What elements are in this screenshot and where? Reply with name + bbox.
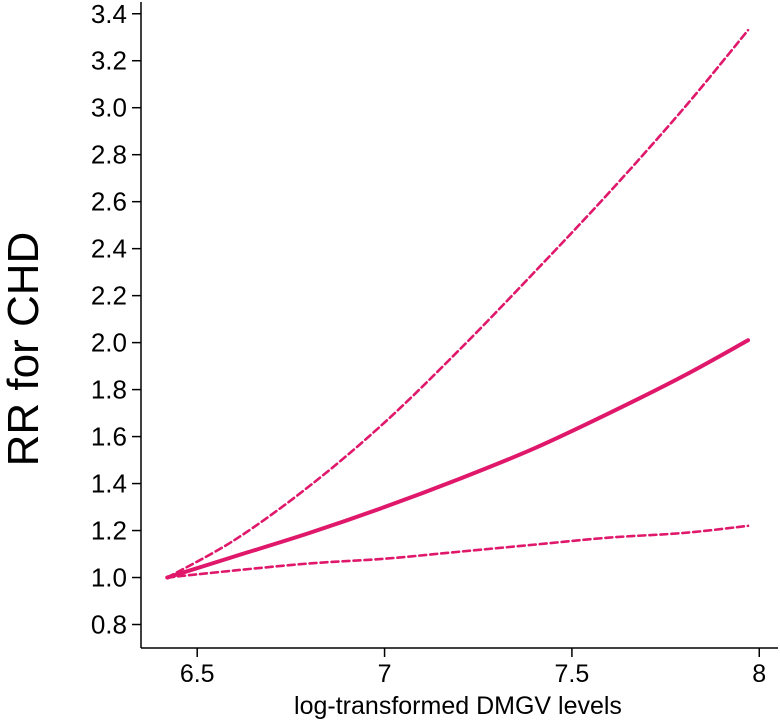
y-tick-label: 2.6 [91, 187, 127, 217]
y-tick-label: 1.8 [91, 375, 127, 405]
x-axis: 6.5 7 7.5 8 [141, 647, 778, 688]
y-tick-label: 3.2 [91, 46, 127, 76]
series-line-lower-95-ci [165, 524, 750, 579]
y-tick-label: 2.8 [91, 140, 127, 170]
y-tick-label: 2.4 [91, 234, 127, 264]
y-tick-label: 2.2 [91, 281, 127, 311]
y-tick-label: 1.2 [91, 516, 127, 546]
y-tick-label: 1.6 [91, 422, 127, 452]
y-tick-label: 1.0 [91, 563, 127, 593]
y-tick-label: 3.0 [91, 93, 127, 123]
y-tick-label: 3.4 [91, 0, 127, 29]
y-axis-title: RR for CHD [0, 232, 48, 467]
series-layer [165, 28, 751, 580]
x-tick-label: 6.5 [180, 660, 215, 688]
y-axis: 0.8 1.0 1.2 1.4 1.6 1.8 2.0 2.2 2.4 2.6 2.8 3.0 3.2 3… [91, 0, 142, 648]
x-tick-label: 7 [378, 660, 392, 688]
series-line-rr [165, 338, 751, 580]
y-tick-label: 0.8 [91, 610, 127, 640]
x-axis-title: log-transformed DMGV levels [294, 692, 622, 720]
x-tick-label: 7.5 [555, 660, 590, 688]
y-tick-label: 1.4 [91, 469, 127, 499]
x-tick-label: 8 [752, 660, 766, 688]
series-line-upper-95-ci [165, 28, 750, 579]
y-tick-label: 2.0 [91, 328, 127, 358]
